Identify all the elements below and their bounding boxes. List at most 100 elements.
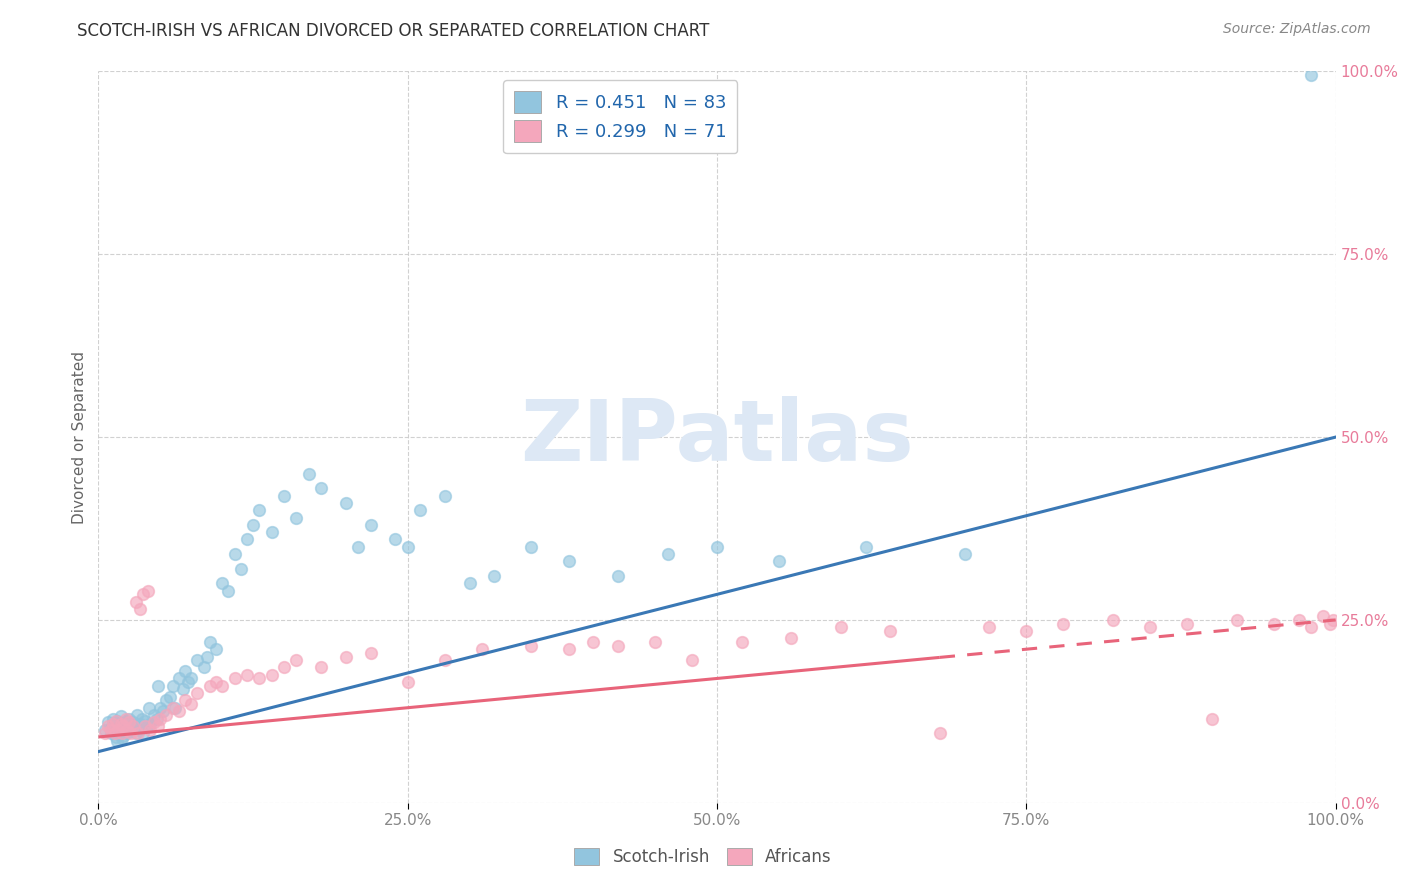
Point xyxy=(127,726,149,740)
Point xyxy=(309,660,332,674)
Point xyxy=(121,719,143,733)
Point xyxy=(396,540,419,554)
Point xyxy=(186,686,208,700)
Point xyxy=(1175,616,1198,631)
Point xyxy=(186,653,208,667)
Point xyxy=(117,723,139,737)
Point xyxy=(384,533,406,547)
Point xyxy=(285,510,308,524)
Point xyxy=(657,547,679,561)
Point xyxy=(132,726,155,740)
Point xyxy=(360,646,382,660)
Point xyxy=(273,489,295,503)
Point xyxy=(112,719,135,733)
Point xyxy=(180,697,202,711)
Point xyxy=(347,540,370,554)
Point xyxy=(103,726,125,740)
Point xyxy=(1299,68,1322,82)
Point xyxy=(1322,613,1344,627)
Point xyxy=(174,693,197,707)
Point xyxy=(1263,616,1285,631)
Point xyxy=(167,672,190,686)
Point xyxy=(152,705,174,719)
Point xyxy=(433,653,456,667)
Point xyxy=(979,620,1001,634)
Y-axis label: Divorced or Separated: Divorced or Separated xyxy=(72,351,87,524)
Point xyxy=(118,715,141,730)
Point xyxy=(146,719,169,733)
Point xyxy=(298,467,321,481)
Point xyxy=(110,716,132,731)
Point xyxy=(100,726,122,740)
Point xyxy=(139,723,162,737)
Point xyxy=(105,714,128,728)
Point xyxy=(165,700,187,714)
Point xyxy=(122,719,145,733)
Point xyxy=(115,723,138,737)
Point xyxy=(136,583,159,598)
Point xyxy=(471,642,494,657)
Point xyxy=(260,525,283,540)
Point xyxy=(104,714,127,728)
Point xyxy=(1299,620,1322,634)
Point xyxy=(172,682,194,697)
Point xyxy=(124,726,146,740)
Point xyxy=(103,712,125,726)
Point xyxy=(176,675,198,690)
Point xyxy=(115,726,138,740)
Point xyxy=(110,709,132,723)
Point xyxy=(112,719,135,733)
Point xyxy=(217,583,239,598)
Point xyxy=(167,705,190,719)
Point xyxy=(198,635,221,649)
Point xyxy=(1312,609,1334,624)
Point xyxy=(155,708,177,723)
Point xyxy=(103,716,125,731)
Point xyxy=(131,712,153,726)
Point xyxy=(335,496,357,510)
Point xyxy=(129,716,152,731)
Point xyxy=(224,547,246,561)
Point xyxy=(205,642,228,657)
Point xyxy=(132,587,155,601)
Point xyxy=(1139,620,1161,634)
Point xyxy=(205,675,228,690)
Point xyxy=(146,679,169,693)
Point xyxy=(136,719,159,733)
Point xyxy=(780,632,803,646)
Point xyxy=(1052,616,1074,631)
Point xyxy=(582,635,605,649)
Point xyxy=(236,667,259,681)
Point xyxy=(1015,624,1038,638)
Point xyxy=(520,540,543,554)
Point xyxy=(607,569,630,583)
Point xyxy=(134,714,156,728)
Point xyxy=(118,712,141,726)
Point xyxy=(129,602,152,616)
Point xyxy=(115,716,138,731)
Point xyxy=(149,712,172,726)
Point xyxy=(396,675,419,690)
Point xyxy=(128,723,150,737)
Point xyxy=(134,719,156,733)
Point xyxy=(644,635,666,649)
Point xyxy=(855,540,877,554)
Point xyxy=(114,714,136,728)
Point xyxy=(211,679,233,693)
Legend: Scotch-Irish, Africans: Scotch-Irish, Africans xyxy=(567,840,839,875)
Point xyxy=(125,708,148,723)
Point xyxy=(100,723,122,737)
Point xyxy=(211,576,233,591)
Point xyxy=(557,642,579,657)
Point xyxy=(557,554,579,568)
Point xyxy=(607,639,630,653)
Point xyxy=(260,667,283,681)
Point xyxy=(93,723,115,737)
Point xyxy=(681,653,703,667)
Point xyxy=(309,481,332,495)
Point xyxy=(236,533,259,547)
Point xyxy=(360,517,382,532)
Point xyxy=(103,723,125,737)
Point xyxy=(149,700,172,714)
Point xyxy=(162,700,184,714)
